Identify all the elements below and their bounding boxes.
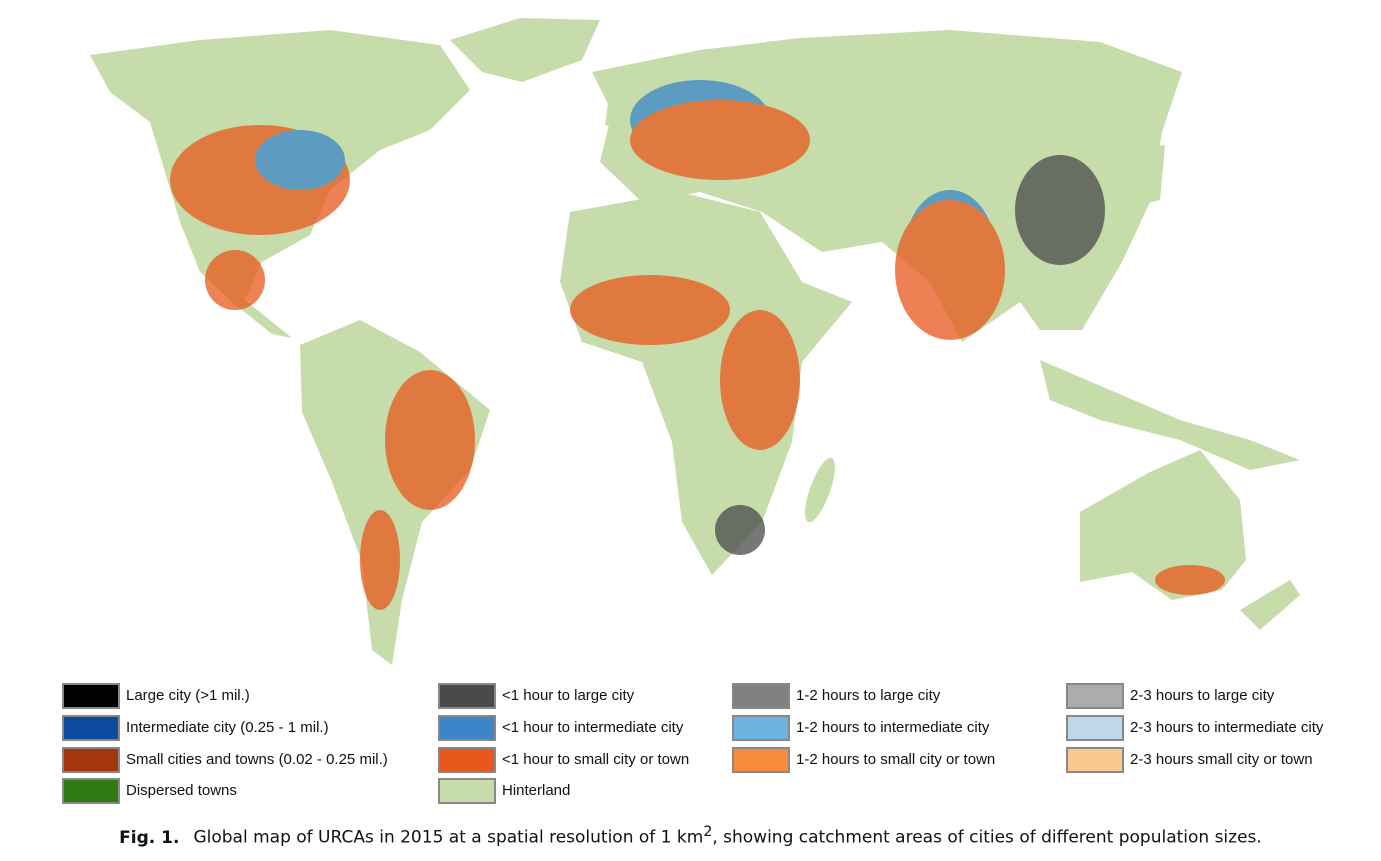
legend-label: <1 hour to large city <box>502 687 635 704</box>
legend-swatch <box>62 683 120 709</box>
legend-label: 2-3 hours small city or town <box>1130 751 1313 768</box>
caption: Fig. 1. Global map of URCAs in 2015 at a … <box>0 824 1381 848</box>
legend-label: 1-2 hours to small city or town <box>796 751 996 768</box>
legend-label: Small cities and towns (0.02 - 0.25 mil.… <box>126 751 388 768</box>
legend-swatch <box>438 683 496 709</box>
legend-swatch <box>62 778 120 804</box>
legend-label: Intermediate city (0.25 - 1 mil.) <box>126 719 329 736</box>
caption-rest: , showing catchment areas of cities of d… <box>712 827 1262 848</box>
legend-swatch <box>1066 715 1124 741</box>
legend-label: 2-3 hours to large city <box>1130 687 1275 704</box>
legend-swatch <box>438 778 496 804</box>
legend-swatch <box>62 747 120 773</box>
legend-label: <1 hour to small city or town <box>502 751 690 768</box>
legend-label: Dispersed towns <box>126 782 237 799</box>
legend-swatch <box>1066 747 1124 773</box>
legend-swatch <box>732 683 790 709</box>
legend-label: 1-2 hours to intermediate city <box>796 719 990 736</box>
caption-superscript: 2 <box>703 824 713 840</box>
legend-swatch <box>438 715 496 741</box>
legend-swatch <box>62 715 120 741</box>
legend-label: <1 hour to intermediate city <box>502 719 684 736</box>
world-map <box>90 18 1300 665</box>
caption-text: Global map of URCAs in 2015 at a spatial… <box>193 827 704 848</box>
catchment-pattern <box>170 80 1225 610</box>
legend-label: Large city (>1 mil.) <box>126 687 250 704</box>
legend-label: Hinterland <box>502 782 571 799</box>
legend-label: 2-3 hours to intermediate city <box>1130 719 1324 736</box>
legend-swatch <box>732 747 790 773</box>
legend-swatch <box>1066 683 1124 709</box>
caption-label: Fig. 1. <box>119 827 180 848</box>
legend-swatch <box>732 715 790 741</box>
legend-label: 1-2 hours to large city <box>796 687 941 704</box>
legend-swatch <box>438 747 496 773</box>
